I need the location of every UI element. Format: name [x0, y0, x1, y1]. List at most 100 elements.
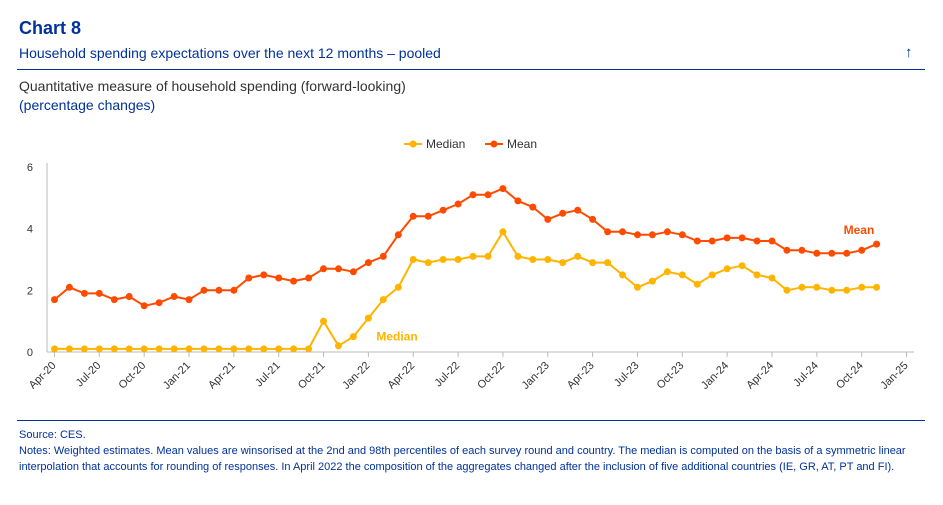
y-tick-label: 2 [27, 285, 33, 297]
series-median [51, 228, 881, 353]
median-point [648, 277, 656, 285]
median-line [54, 230, 877, 350]
mean-point [305, 274, 313, 282]
x-axis: Apr-20 Jul-20 Oct-20 Jan-21 Apr-21 Jul-21 Oct-… [27, 351, 914, 392]
median-annotation: Median [376, 330, 417, 344]
legend-item-mean: Mean [485, 137, 537, 151]
mean-point [858, 246, 866, 254]
mean-point [125, 293, 133, 300]
x-tick-label: Jul-20 [74, 360, 104, 390]
chart-title: Household spending expectations over the… [19, 45, 441, 61]
median-point [185, 345, 193, 353]
median-point [320, 317, 327, 325]
median-point [424, 259, 432, 267]
median-point [230, 345, 238, 353]
mean-point [245, 274, 253, 282]
median-point [409, 256, 417, 263]
median-point [634, 283, 641, 291]
median-point [544, 256, 552, 263]
median-point [499, 228, 507, 236]
median-point [559, 259, 567, 267]
median-point [349, 333, 357, 341]
median-point [80, 345, 88, 353]
median-point [529, 256, 537, 263]
mean-point [80, 289, 88, 297]
mean-point [828, 249, 836, 257]
mean-point [544, 215, 552, 223]
mean-point [379, 252, 387, 260]
mean-point [110, 296, 118, 304]
median-point [275, 345, 283, 353]
mean-point [484, 191, 492, 199]
mean-point [230, 286, 238, 294]
y-tick-label: 4 [27, 224, 33, 236]
mean-point [215, 286, 223, 294]
median-point [200, 345, 208, 353]
mean-point [648, 231, 656, 239]
mean-point [753, 237, 761, 245]
median-point [95, 345, 103, 353]
mean-point [604, 228, 612, 236]
mean-point [693, 237, 701, 245]
median-point [65, 345, 73, 353]
mean-point [140, 302, 148, 310]
chart-unit: (percentage changes) [19, 97, 156, 113]
x-tick-label: Jan-24 [699, 360, 731, 392]
mean-point [783, 246, 791, 254]
x-tick-label: Jan-25 [878, 360, 910, 392]
x-tick-label: Oct-24 [834, 360, 866, 392]
mean-point [559, 209, 567, 217]
mean-point [708, 237, 716, 245]
x-tick-label: Jul-24 [791, 360, 821, 390]
median-point [305, 345, 313, 353]
legend-item-median: Median [404, 137, 465, 151]
legend-mean-marker [490, 140, 498, 148]
mean-point [170, 293, 178, 300]
median-point [469, 252, 477, 260]
x-tick-label: Apr-23 [565, 360, 597, 392]
median-point [798, 283, 806, 291]
mean-point [424, 212, 432, 220]
y-axis: 0 2 4 6 [27, 162, 48, 359]
median-point [394, 283, 402, 291]
median-point [693, 280, 701, 288]
median-point [290, 345, 298, 353]
x-tick-label: Apr-20 [27, 360, 59, 392]
mean-point [843, 249, 851, 257]
median-point [768, 274, 776, 282]
median-point [619, 271, 626, 279]
median-point [738, 262, 746, 270]
series-layer [51, 185, 881, 353]
median-point [155, 345, 163, 353]
x-tick-label: Jul-22 [433, 360, 463, 390]
median-point [604, 259, 612, 267]
mean-point [260, 271, 268, 279]
median-point [678, 271, 686, 279]
mean-point [364, 259, 372, 267]
median-point [574, 252, 582, 260]
median-point [51, 345, 58, 353]
median-point [439, 256, 447, 263]
median-point [260, 345, 268, 353]
line-chart: Median Mean 0 2 4 6 Apr-20 Jul-20 Oct-20 Jan-2… [27, 137, 914, 392]
mean-point [200, 286, 208, 294]
x-tick-label: Jul-21 [253, 360, 283, 390]
mean-point [678, 231, 686, 239]
mean-point [873, 240, 881, 248]
mean-point [335, 265, 342, 273]
median-point [663, 268, 671, 276]
mean-point [185, 296, 193, 304]
mean-point [529, 203, 537, 211]
mean-point [663, 228, 671, 236]
x-tick-label: Apr-21 [206, 360, 238, 392]
median-point [454, 256, 462, 263]
y-tick-label: 6 [27, 162, 33, 174]
mean-annotation: Mean [844, 223, 875, 237]
mean-point [454, 200, 462, 208]
mean-point [51, 296, 58, 304]
mean-point [155, 299, 163, 307]
x-tick-label: Oct-21 [296, 360, 328, 392]
up-arrow-icon[interactable]: ↑ [905, 44, 913, 61]
median-point [813, 283, 821, 291]
mean-point [469, 191, 477, 199]
